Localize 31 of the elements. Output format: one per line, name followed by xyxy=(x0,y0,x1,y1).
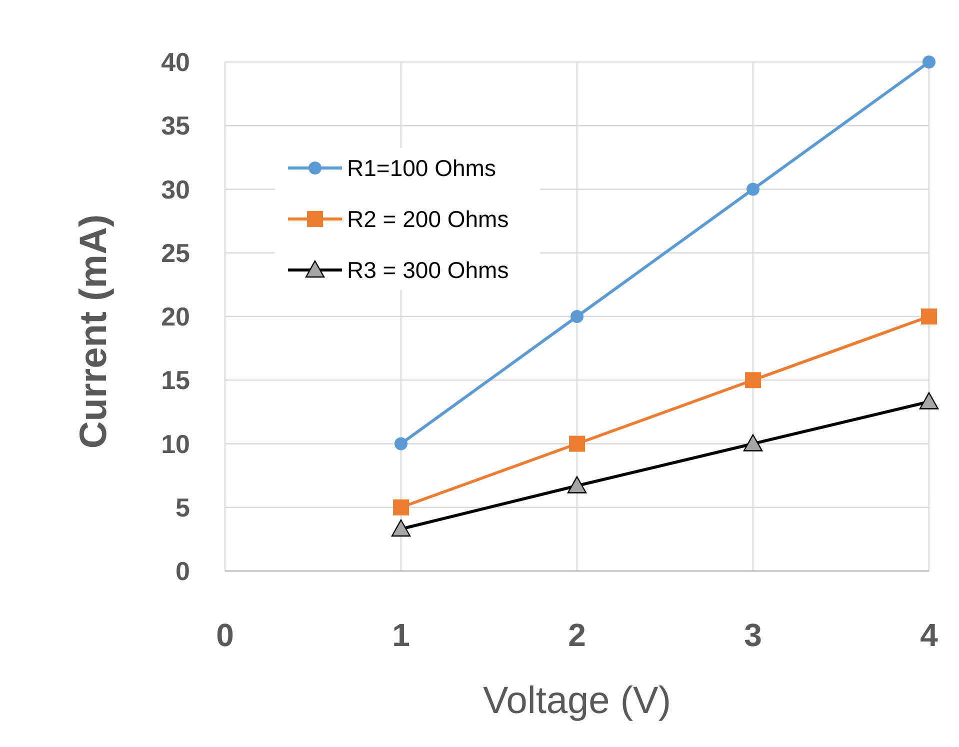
point xyxy=(394,437,408,450)
y-tick-label: 20 xyxy=(161,302,190,332)
point xyxy=(922,56,936,68)
point xyxy=(569,436,585,452)
legend-label: R3 = 300 Ohms xyxy=(347,257,509,283)
point xyxy=(393,499,409,516)
point xyxy=(391,519,411,537)
point xyxy=(746,182,760,196)
y-tick-label: 25 xyxy=(161,238,190,268)
y-tick-label: 35 xyxy=(161,110,190,141)
x-tick-label: 4 xyxy=(920,617,938,653)
point xyxy=(570,310,584,323)
point xyxy=(921,308,937,324)
point xyxy=(567,476,587,494)
point xyxy=(745,372,761,388)
y-tick-label: 0 xyxy=(176,556,190,586)
x-axis-title: Voltage (V) xyxy=(483,680,671,722)
point xyxy=(743,434,763,452)
y-tick-label: 10 xyxy=(161,428,190,459)
legend-label: R1=100 Ohms xyxy=(347,155,496,181)
point xyxy=(919,392,939,410)
x-tick-label: 1 xyxy=(392,617,410,653)
x-tick-label: 2 xyxy=(568,617,586,653)
y-tick-label: 40 xyxy=(161,47,190,77)
y-tick-label: 15 xyxy=(161,365,190,396)
x-tick-label: 0 xyxy=(216,617,234,653)
x-tick-label: 3 xyxy=(744,617,762,653)
y-tick-label: 30 xyxy=(161,174,190,204)
y-tick-label: 5 xyxy=(176,492,190,522)
legend-label: R2 = 200 Ohms xyxy=(347,206,509,232)
y-axis-title: Current (mA) xyxy=(73,214,115,449)
